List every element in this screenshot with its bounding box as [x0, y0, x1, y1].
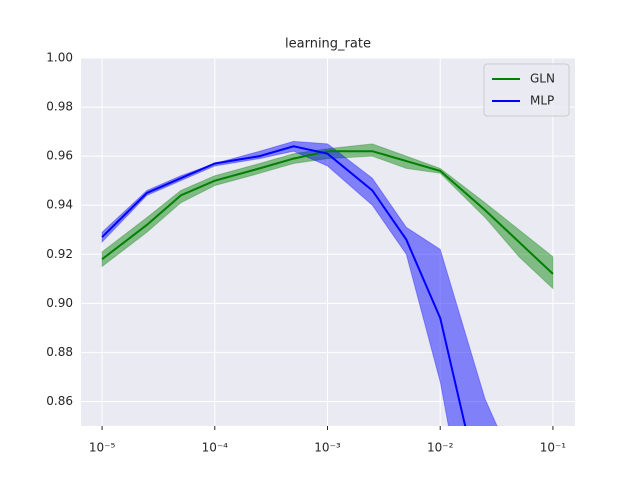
x-tick-label: 10⁻¹ [540, 441, 567, 455]
y-tick-label: 0.86 [46, 394, 73, 408]
y-tick-label: 0.94 [46, 198, 73, 212]
plot [101, 140, 554, 426]
legend-label: GLN [530, 72, 555, 86]
axes: 0.86 0.88 0.90 0.92 0.94 0.96 0.98 1.00 10⁻⁵ 10⁻⁴… [46, 51, 570, 455]
legend-box [483, 63, 570, 117]
x-tick-label: 10⁻⁴ [202, 441, 229, 455]
y-tick-label: 1.00 [46, 51, 73, 65]
series-line [101, 145, 467, 426]
y-tick-label: 0.98 [46, 100, 73, 114]
y-tick-label: 0.92 [46, 247, 73, 261]
y-tick-label: 0.90 [46, 296, 73, 310]
chart-title: learning_rate [285, 37, 371, 52]
grid [81, 57, 575, 426]
x-tick-label: 10⁻⁵ [89, 441, 116, 455]
x-tick-label: 10⁻² [427, 441, 454, 455]
legend-label: MLP [530, 94, 554, 108]
y-tick-label: 0.88 [46, 345, 73, 359]
y-tick-label: 0.96 [46, 149, 73, 163]
x-tick-label: 10⁻³ [314, 441, 341, 455]
series-line [101, 150, 554, 275]
